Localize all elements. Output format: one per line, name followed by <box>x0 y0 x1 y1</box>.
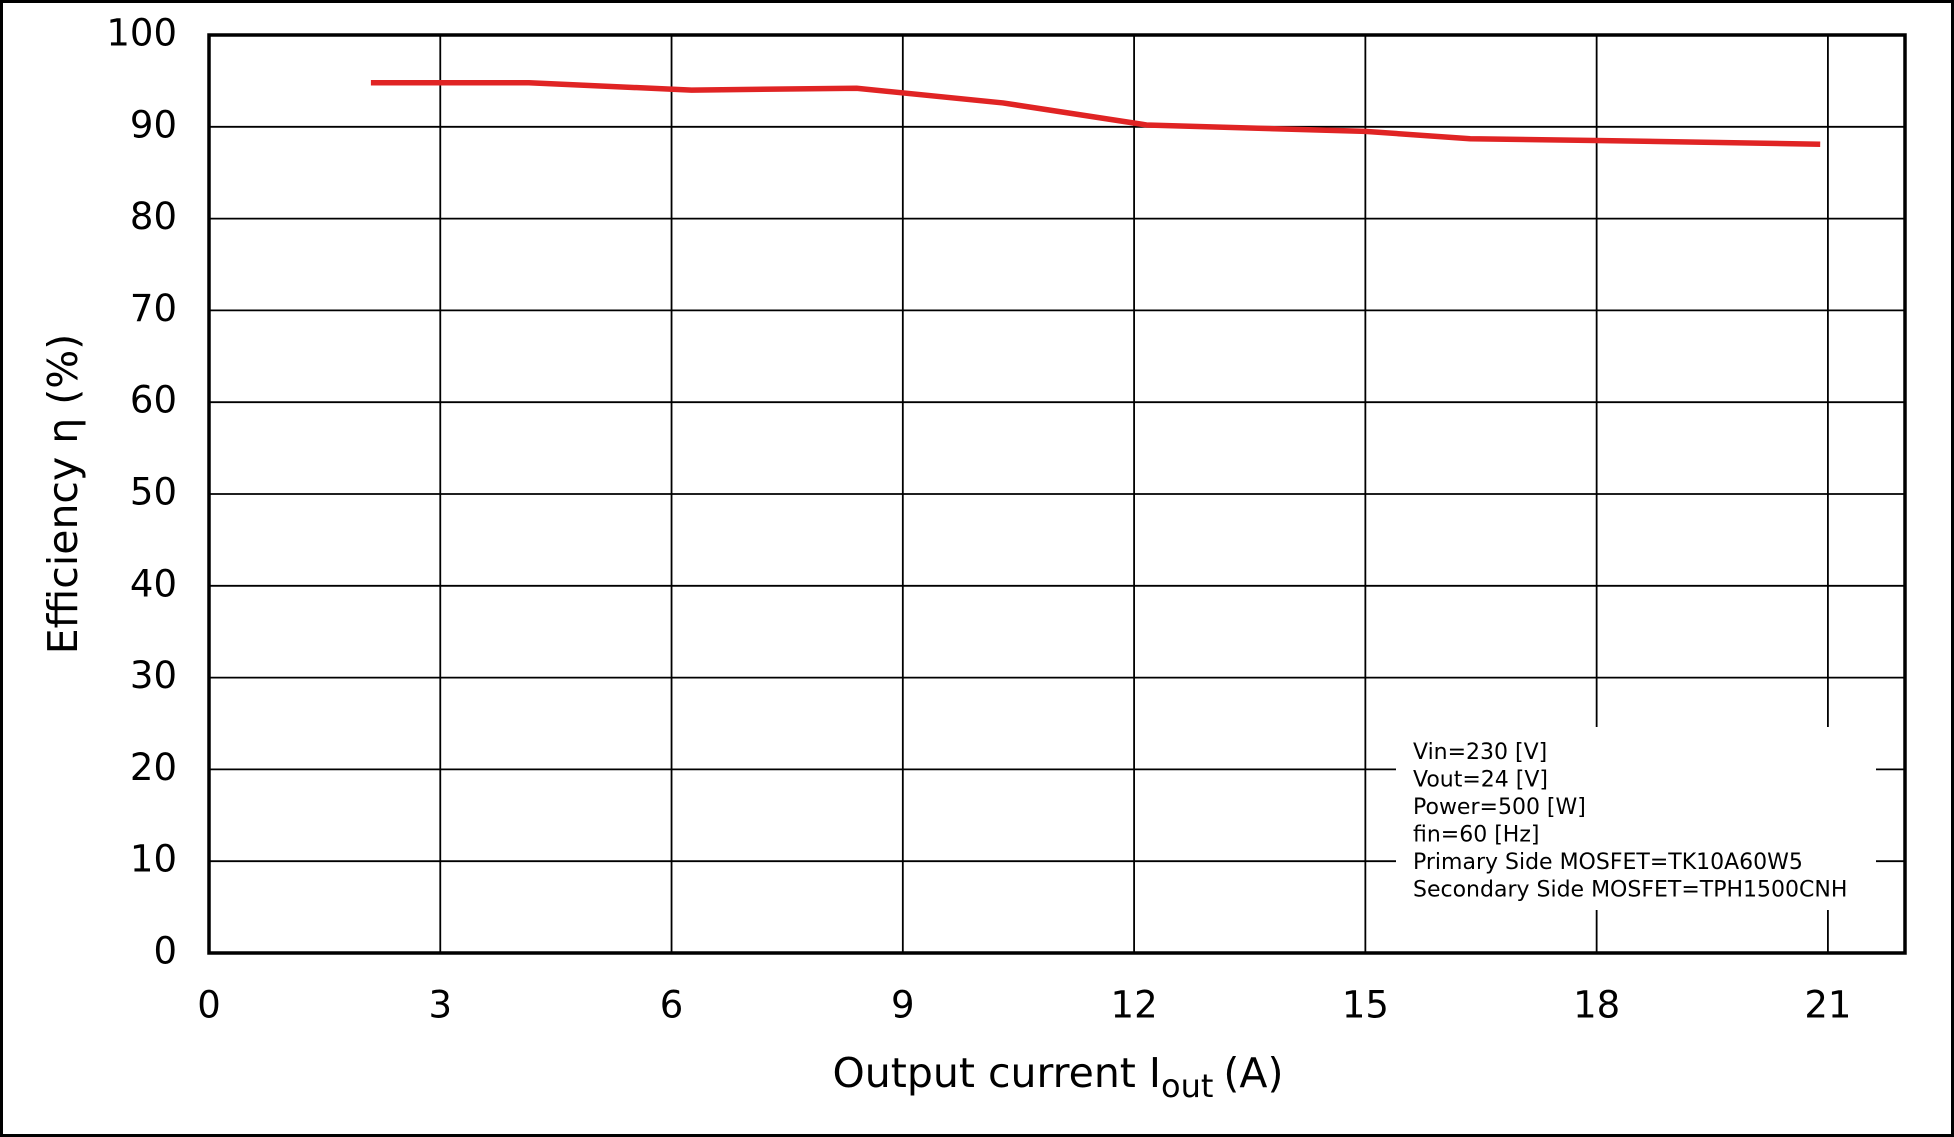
annotation-line: fin=60 [Hz] <box>1413 823 1539 848</box>
y-tick-label: 100 <box>106 12 177 55</box>
y-tick-label: 60 <box>130 379 177 422</box>
x-tick-label: 15 <box>1342 984 1389 1027</box>
annotation-line: Power=500 [W] <box>1413 795 1586 820</box>
x-axis-title-unit: (A) <box>1223 1049 1283 1097</box>
plot <box>207 33 1907 955</box>
y-tick-label: 50 <box>130 471 177 514</box>
plot-frame <box>207 33 1907 955</box>
x-tick-label: 3 <box>428 984 452 1027</box>
y-tick-label: 20 <box>130 746 177 789</box>
annotation-line: Vin=230 [V] <box>1413 740 1547 765</box>
annotation-line: Vout=24 [V] <box>1413 768 1548 793</box>
x-axis-title: Output current Iout (A) <box>833 1049 1284 1105</box>
y-tick-label: 40 <box>130 562 177 605</box>
y-tick-label: 80 <box>130 195 177 238</box>
y-tick-label: 10 <box>130 838 177 881</box>
y-axis-title: Efficiency η (%) <box>39 334 87 655</box>
annotation: Vin=230 [V] Vout=24 [V]Power=500 [W] fin=6… <box>1413 740 1847 903</box>
annotation-line: Secondary Side MOSFET=TPH1500CNH <box>1413 878 1847 903</box>
x-tick-label: 12 <box>1111 984 1158 1027</box>
annotation-box <box>1396 727 1876 910</box>
x-tick-label: 21 <box>1804 984 1851 1027</box>
y-tick-label: 30 <box>130 654 177 697</box>
annotation-line: Primary Side MOSFET=TK10A60W5 <box>1413 850 1803 875</box>
x-tick-label: 9 <box>891 984 915 1027</box>
series-line <box>370 79 1821 147</box>
y-tick-label: 90 <box>130 103 177 146</box>
x-tick-label: 0 <box>197 984 221 1027</box>
x-axis-title-main: Output current I <box>833 1049 1161 1097</box>
x-tick-label: 6 <box>660 984 684 1027</box>
y-tick-label: 0 <box>153 930 177 973</box>
y-tick-label: 70 <box>130 287 177 330</box>
x-axis-title-subscript: out <box>1161 1067 1213 1105</box>
x-tick-label: 18 <box>1573 984 1620 1027</box>
